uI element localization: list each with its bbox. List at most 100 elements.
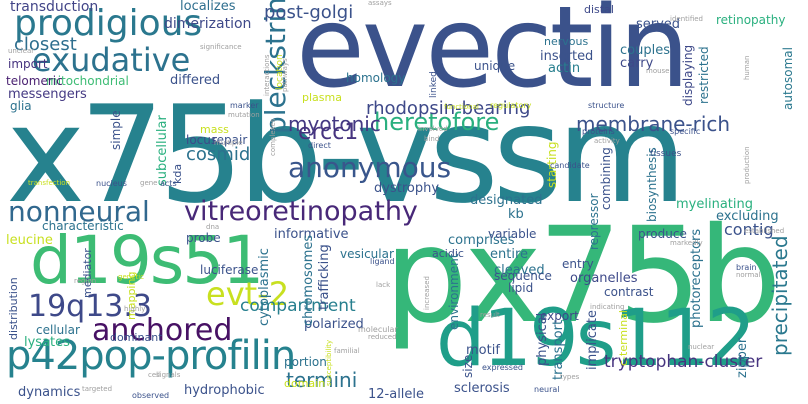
word-couples: couples [620,43,670,58]
word-human: human [743,55,751,80]
word-telomeric: telomeric [6,74,63,88]
word-complexes: complexes [269,118,277,156]
word-location: location [275,54,285,90]
word-indicating: indicating [590,303,625,311]
word-actin: actin [548,61,581,76]
word-comprises: comprises [448,233,515,248]
word-sequence: sequence [494,269,552,283]
word-dynamics: dynamics [18,385,81,400]
word-sclerosis: sclerosis [454,381,510,396]
word-significance: significance [200,43,242,51]
word-anonymous: anonymous [288,151,452,184]
word-neural: neural [534,385,560,394]
word-simple: simple [109,110,123,150]
word-proteins: proteins [582,127,615,136]
word-molecular: molecular [358,325,398,334]
word-physical: physical [535,312,550,366]
word-linked: linked [429,71,439,98]
word-post-golgi: post-golgi [264,2,354,23]
word-vitreoretinopathy: vitreoretinopathy [184,196,418,227]
word-characteristic: characteristic [42,219,124,233]
word-assays: assays [368,0,392,7]
word-differed: differed [170,73,221,88]
word-restricted: restricted [697,46,711,104]
word-susceptibility: susceptibility [325,339,333,386]
word-vesicular: vesicular [340,247,394,261]
word-targeted: targeted [82,385,113,393]
word-familial: familial [334,347,360,355]
word-normal: normal [736,271,761,279]
word-membrane-rich: membrane-rich [576,112,731,136]
word-mutation: mutation [228,111,260,119]
word-subcellular: subcellular [155,115,170,186]
word-marker: marker [230,101,259,110]
word-region: region [74,277,97,285]
word-termini: termini [286,368,358,392]
word-gene: gene [140,179,158,187]
word-rhodopsin-bearing: rhodopsin-bearing [366,98,531,119]
word-environment: environment [447,253,461,330]
word-distribution: distribution [7,277,20,340]
word-nervous: nervous [544,35,589,48]
word-cell: cell [148,371,161,379]
word-portion: portion [284,355,327,369]
word-transfection: transfection [28,179,71,187]
word-multiple: multiple [214,139,243,147]
word-locus: locus [186,133,218,147]
word-unique: unique [474,59,516,73]
word-nonneural: nonneural [8,195,150,228]
word-served: served [636,17,681,32]
word-cytoplasmic: cytoplasmic [257,248,272,326]
word-mitochondrial: mitochondrial [46,74,129,88]
word-specific: specific [670,127,701,136]
word-localizes: localizes [180,0,236,14]
word-domain: domain [284,377,326,390]
word-transduction: transduction [10,0,99,15]
word-repair: repair [212,133,248,147]
word-myotonic: myotonic [288,112,381,136]
word-candidate: candidate [550,161,590,170]
word-tissues: tissues [650,149,682,159]
word-closest: closest [14,34,77,55]
word-observed: observed [132,391,170,400]
word-import: import [8,57,48,71]
word-evt-2: evt-2 [206,275,290,313]
word-dna: dna [206,223,220,231]
word-involved: involved [418,125,448,133]
word-plasma: plasma [302,91,342,104]
word-px75b: px75b [384,199,782,353]
word-informative: informative [274,227,349,242]
word-autosomal: autosomal [781,47,795,110]
word-ligand: ligand [370,257,395,266]
word-highly: highly [124,305,146,313]
word-dimerization: dimerization [164,16,252,32]
word-trafficking: trafficking [317,244,332,310]
word-implicate: implicate [585,310,600,370]
word-motif: motif [466,343,500,358]
word-d19s51: d19s51 [30,222,264,299]
word-dystrophy: dystrophy [374,181,440,196]
word-polarized: polarized [304,317,364,332]
word-direct: direct [308,141,331,150]
word-lack: lack [376,281,391,289]
word-types: types [560,373,580,381]
word-brain: brain [736,263,757,272]
word-nucleus: nucleus [96,179,127,188]
word-unclear: unclear [8,47,35,55]
word-dominant: dominant [110,331,163,344]
word-activity: activity [594,137,620,145]
word-carry: carry [620,56,654,71]
word-compartment: compartment [240,296,356,316]
word-increased: increased [423,276,431,310]
word-nuclear: nuclear [688,343,715,351]
word-bind: bind [424,135,440,143]
word-produce: produce [638,227,687,241]
word-displaying: displaying [681,44,695,106]
word-entire: entire [490,247,529,262]
word-markedly: markedly [670,239,703,247]
word-cellular: cellular [36,323,80,337]
word-evectin: evectin [296,0,690,113]
word-excluding: excluding [716,209,779,224]
word-chromosomes: chromosomes [301,234,316,326]
word-cleaved: cleaved [494,263,545,278]
